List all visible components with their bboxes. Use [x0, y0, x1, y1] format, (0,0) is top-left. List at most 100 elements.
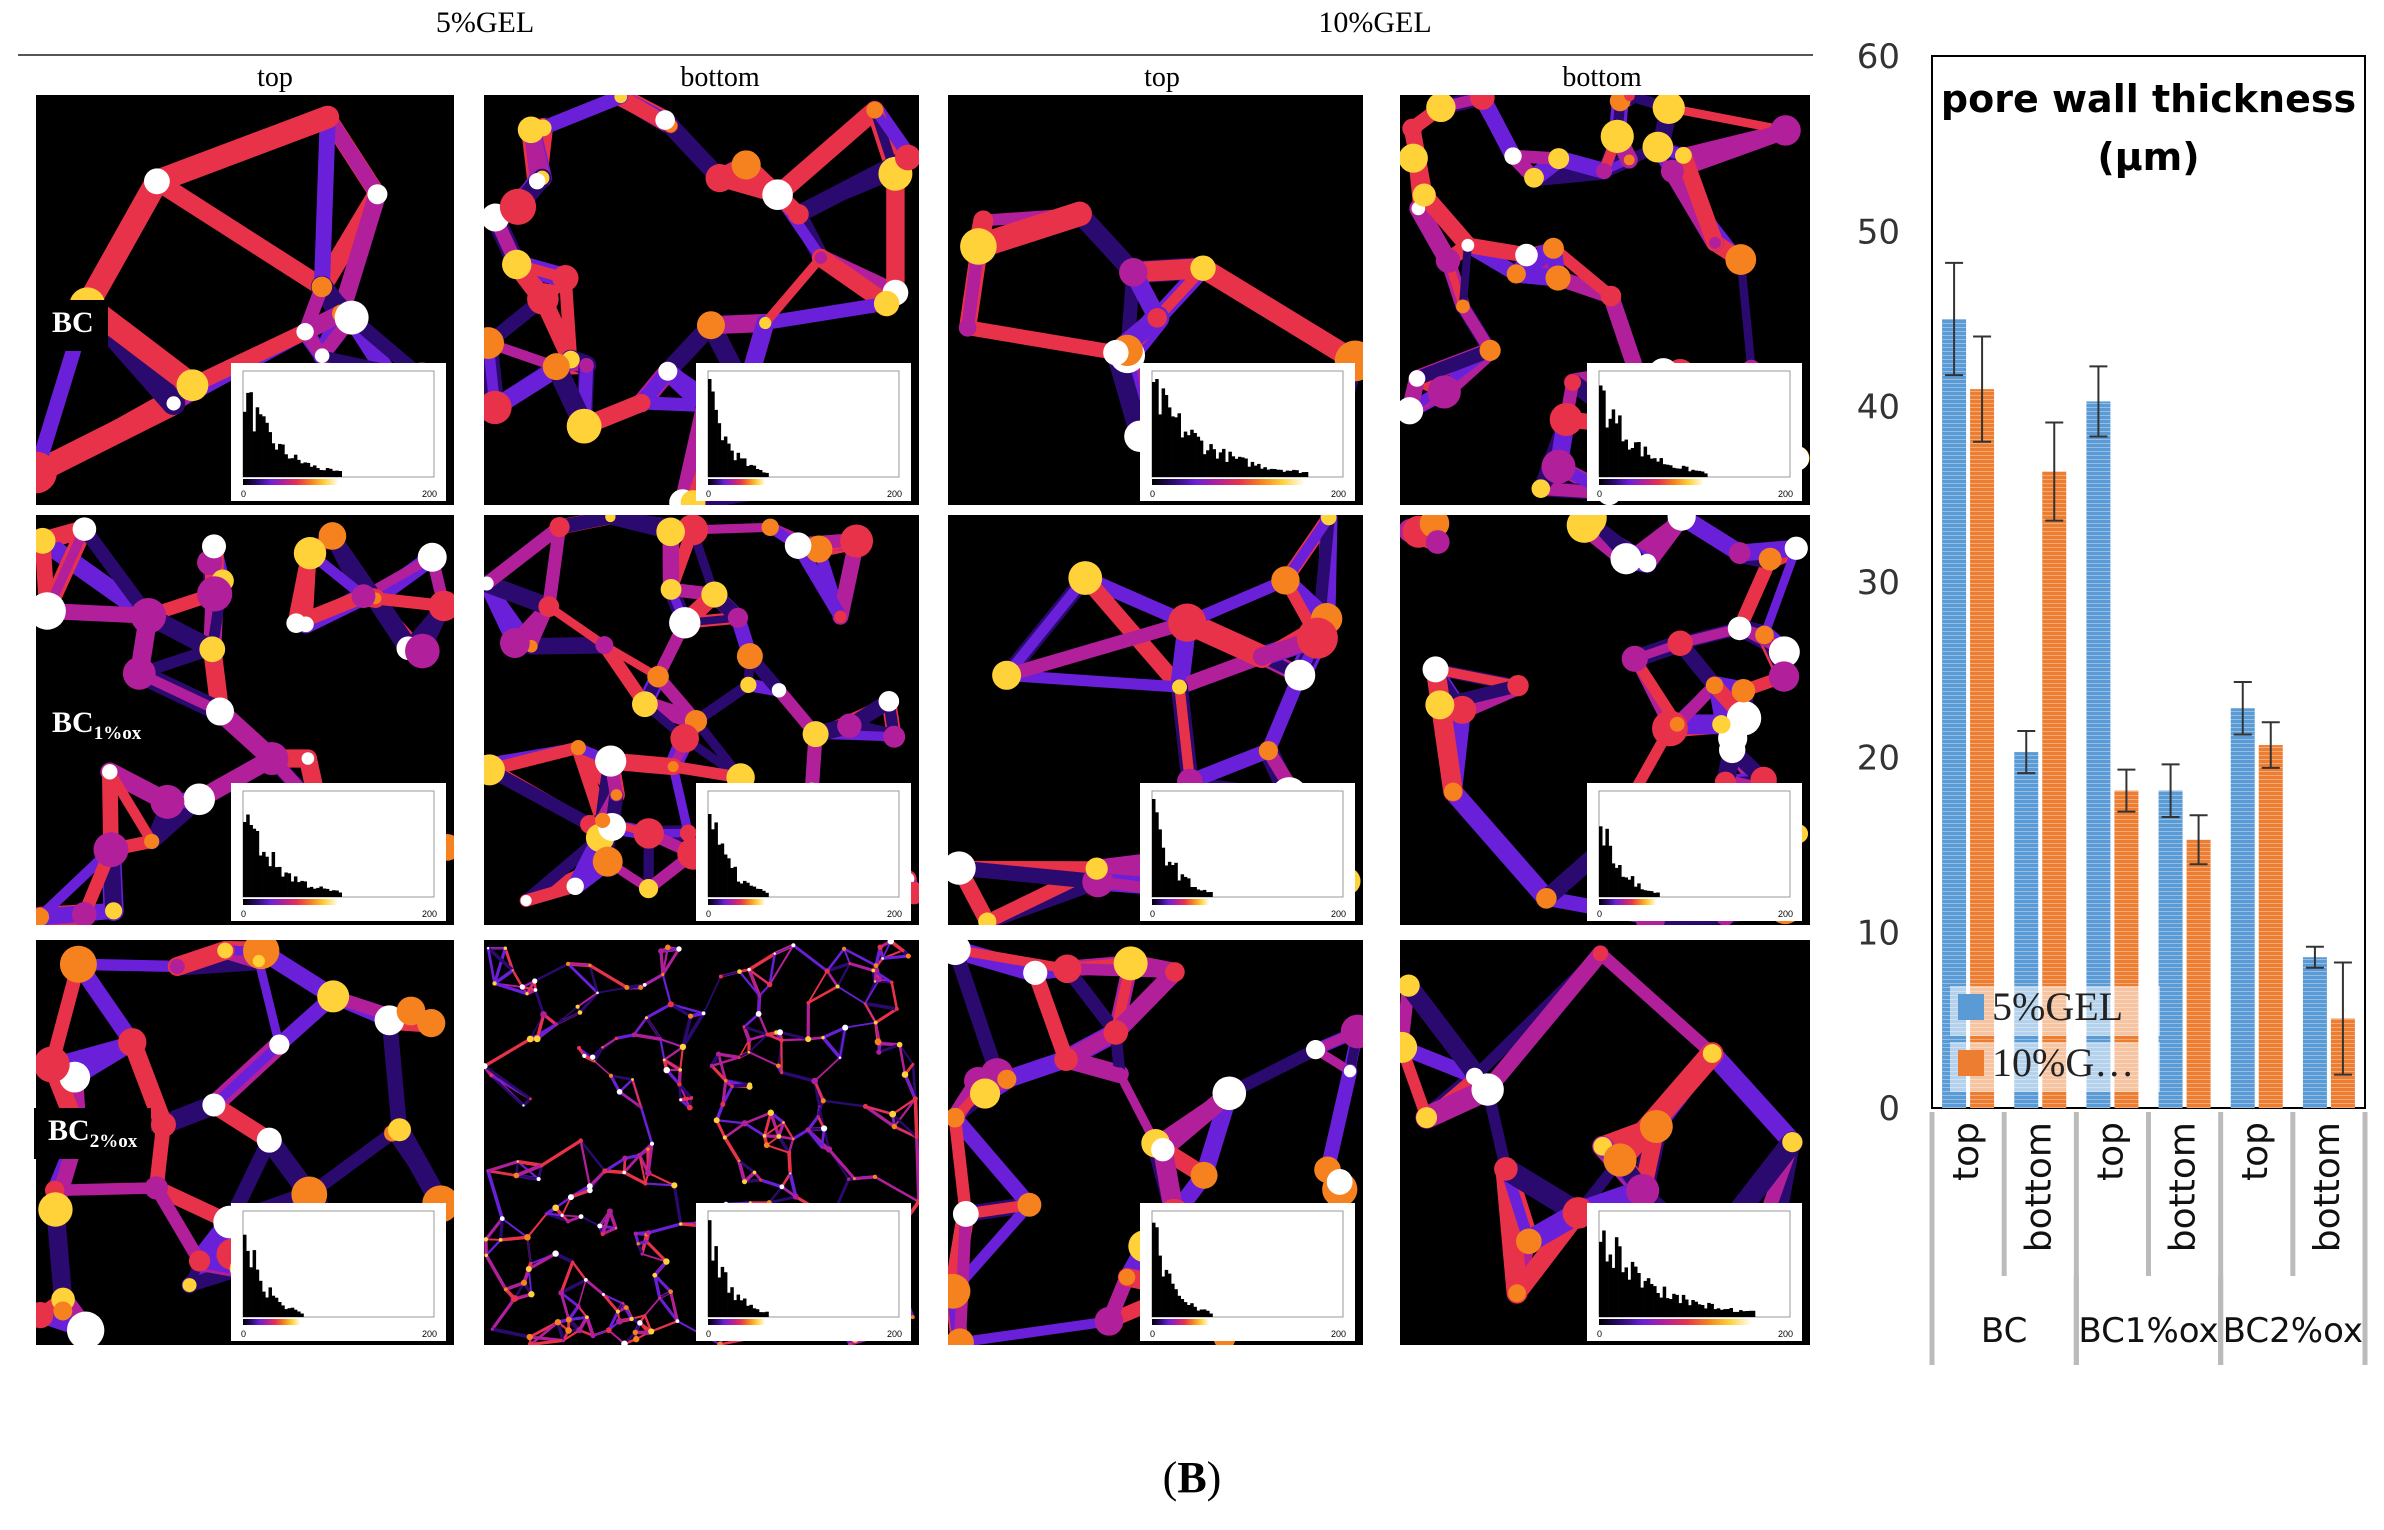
error-bar [2117, 768, 2136, 813]
micrograph-panel: 0 200 [1400, 95, 1810, 505]
micrograph-panel: 0 200 [948, 515, 1363, 925]
column-title-10gel-bottom: bottom [1562, 62, 1642, 93]
histogram-axis-min: 0 [1597, 489, 1602, 499]
group-label: BC2%ox [2223, 1311, 2363, 1351]
chart-title-unit: (µm) [2097, 135, 2199, 179]
error-bar [2017, 730, 2036, 775]
bar-5gel [2158, 790, 2183, 1108]
legend-backdrop [1950, 1042, 2160, 1092]
histogram-axis-min: 0 [241, 1329, 246, 1339]
intensity-histogram: 0 200 [1140, 1203, 1355, 1341]
histogram-axis-min: 0 [241, 909, 246, 919]
histogram-axis-min: 0 [241, 489, 246, 499]
histogram-axis-max: 200 [887, 489, 902, 499]
category-label: bottom [2018, 1122, 2059, 1252]
histogram-axis-max: 200 [422, 489, 437, 499]
intensity-histogram: 0 200 [696, 363, 911, 501]
error-bar [2261, 721, 2280, 769]
y-tick-label: 40 [1857, 388, 1900, 428]
histogram-axis-max: 200 [1331, 909, 1346, 919]
header-divider [18, 54, 1813, 56]
intensity-histogram: 0 200 [1140, 783, 1355, 921]
category-label: top [1946, 1122, 1987, 1181]
category-label: top [2090, 1122, 2131, 1181]
histogram-axis-min: 0 [1150, 909, 1155, 919]
intensity-histogram: 0 200 [1587, 1203, 1802, 1341]
histogram-axis-min: 0 [706, 489, 711, 499]
bar-5gel [2302, 957, 2327, 1108]
intensity-histogram: 0 200 [231, 363, 446, 501]
category-label: bottom [2163, 1122, 2204, 1252]
intensity-histogram: 0 200 [231, 1203, 446, 1341]
category-label: top [2235, 1122, 2276, 1181]
legend-swatch [1958, 1050, 1984, 1076]
histogram-axis-min: 0 [1150, 1329, 1155, 1339]
histogram-axis-max: 200 [1778, 909, 1793, 919]
micrograph-panel: 0 200 [1400, 515, 1810, 925]
intensity-histogram: 0 200 [1587, 363, 1802, 501]
micrograph-panel: 0 200 [484, 515, 919, 925]
intensity-histogram: 0 200 [696, 1203, 911, 1341]
error-bar [2233, 680, 2252, 736]
histogram-axis-max: 200 [887, 909, 902, 919]
error-bar [2305, 945, 2324, 969]
error-bar [1973, 335, 1992, 443]
group-title-5gel: 5%GEL [435, 6, 535, 39]
legend-label: 5%GEL [1992, 984, 2123, 1029]
chart-title: pore wall thickness [1941, 77, 2356, 121]
histogram-axis-max: 200 [1778, 489, 1793, 499]
group-label: BC1%ox [2078, 1311, 2218, 1351]
histogram-axis-min: 0 [1150, 489, 1155, 499]
bar-5gel [1942, 319, 1967, 1108]
row-label-bc: BC [38, 300, 108, 351]
histogram-axis-max: 200 [422, 909, 437, 919]
legend-swatch [1958, 994, 1984, 1020]
row-label-bc-1ox: BC1%ox [38, 700, 156, 751]
intensity-histogram: 0 200 [1140, 363, 1355, 501]
histogram-axis-max: 200 [1331, 489, 1346, 499]
column-title-5gel-bottom: bottom [680, 62, 760, 93]
histogram-axis-max: 200 [887, 1329, 902, 1339]
legend-label: 10%G… [1992, 1040, 2134, 1085]
histogram-axis-max: 200 [1778, 1329, 1793, 1339]
intensity-histogram: 0 200 [1587, 783, 1802, 921]
micrograph-panel: 0 200 [36, 95, 454, 505]
intensity-histogram: 0 200 [696, 783, 911, 921]
error-bar [2089, 365, 2108, 438]
y-tick-label: 10 [1857, 914, 1900, 954]
micrograph-panel: 0 200 [484, 940, 919, 1345]
bar-5gel [2230, 708, 2255, 1108]
micrograph-panel: 0 200 [1400, 940, 1810, 1345]
histogram-axis-max: 200 [1331, 1329, 1346, 1339]
error-bar [2161, 763, 2180, 818]
intensity-histogram: 0 200 [231, 783, 446, 921]
column-title-10gel-top: top [1144, 62, 1180, 93]
row-label-bc-2ox: BC2%ox [34, 1108, 152, 1159]
histogram-axis-max: 200 [422, 1329, 437, 1339]
error-bar [2189, 814, 2208, 866]
bar-10gel [2186, 839, 2211, 1108]
histogram-axis-min: 0 [706, 909, 711, 919]
micrograph-panel: 0 200 [484, 95, 919, 505]
histogram-axis-min: 0 [1597, 909, 1602, 919]
plot-area [1931, 55, 2366, 1109]
micrograph-panel: 0 200 [948, 95, 1363, 505]
error-bar [2333, 961, 2352, 1076]
figure-caption: (B) [1162, 1453, 1222, 1502]
pore-wall-thickness-chart: 0 10 20 30 40 50 60 pore wall thickness (µm) 5%GE… [1857, 37, 2368, 1365]
y-tick-label: 20 [1857, 738, 1900, 778]
micrograph-panel: 0 200 [36, 515, 454, 925]
legend-backdrop [1950, 986, 2160, 1036]
micrograph-panel: 0 200 [948, 940, 1363, 1345]
y-tick-label: 30 [1857, 563, 1900, 603]
column-title-5gel-top: top [257, 62, 293, 93]
group-label: BC [1981, 1311, 2027, 1351]
category-label: bottom [2307, 1122, 2348, 1252]
y-tick-label: 0 [1878, 1089, 1900, 1129]
error-bar [2045, 421, 2064, 522]
caption-label: B [1177, 1453, 1207, 1502]
y-tick-label: 50 [1857, 212, 1900, 252]
histogram-axis-min: 0 [1597, 1329, 1602, 1339]
error-bar [1945, 261, 1964, 377]
histogram-axis-min: 0 [706, 1329, 711, 1339]
